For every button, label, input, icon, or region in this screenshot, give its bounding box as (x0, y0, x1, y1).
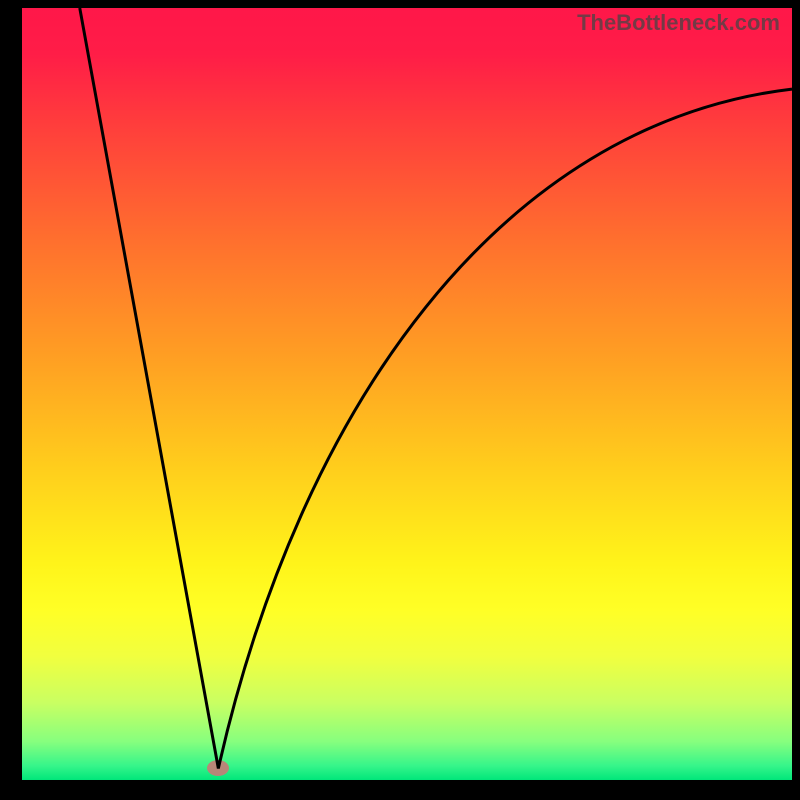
border-right (792, 0, 800, 800)
border-bottom (0, 780, 800, 800)
bottleneck-curve (22, 8, 792, 780)
chart-frame: TheBottleneck.com (0, 0, 800, 800)
border-left (0, 0, 22, 800)
plot-area: TheBottleneck.com (22, 8, 792, 780)
watermark-text: TheBottleneck.com (577, 10, 780, 36)
border-top (0, 0, 800, 8)
curve-path (80, 8, 792, 768)
